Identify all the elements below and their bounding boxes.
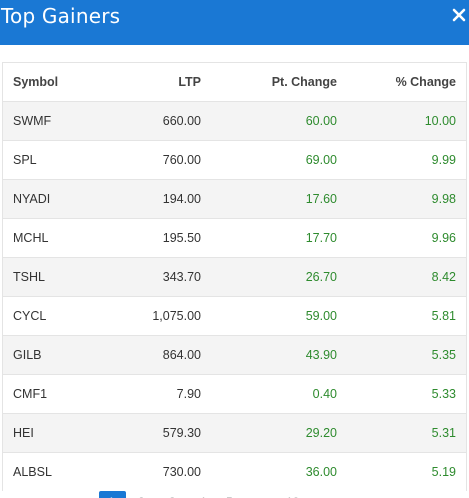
column-header-pct-change[interactable]: % Change bbox=[343, 63, 466, 102]
cell-symbol: SPL bbox=[3, 139, 99, 179]
cell-pt-change: 36.00 bbox=[211, 451, 343, 491]
cell-ltp: 760.00 bbox=[99, 139, 211, 179]
cell-symbol: MCHL bbox=[3, 217, 99, 257]
column-header-pt-change[interactable]: Pt. Change bbox=[211, 63, 343, 102]
modal-header: Top Gainers bbox=[0, 0, 469, 45]
cell-symbol: TSHL bbox=[3, 256, 99, 296]
cell-ltp: 195.50 bbox=[99, 217, 211, 257]
cell-pt-change: 59.00 bbox=[211, 295, 343, 335]
table-row[interactable]: NYADI 194.00 17.60 9.98 bbox=[3, 178, 466, 218]
cell-symbol: ALBSL bbox=[3, 451, 99, 491]
cell-ltp: 660.00 bbox=[99, 100, 211, 140]
column-header-symbol[interactable]: Symbol bbox=[3, 63, 99, 102]
cell-pct-change: 5.31 bbox=[343, 412, 466, 452]
table-row[interactable]: CMF1 7.90 0.40 5.33 bbox=[3, 373, 466, 413]
cell-pt-change: 17.70 bbox=[211, 217, 343, 257]
pagination-page-10[interactable]: 10 bbox=[286, 495, 299, 498]
cell-pt-change: 43.90 bbox=[211, 334, 343, 374]
cell-pct-change: 9.98 bbox=[343, 178, 466, 218]
cell-ltp: 579.30 bbox=[99, 412, 211, 452]
table-header-row: Symbol LTP Pt. Change % Change bbox=[3, 63, 466, 102]
pagination-page-active[interactable] bbox=[99, 491, 126, 498]
cell-symbol: HEI bbox=[3, 412, 99, 452]
cell-pct-change: 5.35 bbox=[343, 334, 466, 374]
cell-symbol: SWMF bbox=[3, 100, 99, 140]
table-row[interactable]: MCHL 195.50 17.70 9.96 bbox=[3, 217, 466, 257]
cell-symbol: CMF1 bbox=[3, 373, 99, 413]
cell-pct-change: 8.42 bbox=[343, 256, 466, 296]
cell-ltp: 7.90 bbox=[99, 373, 211, 413]
cell-symbol: GILB bbox=[3, 334, 99, 374]
cell-pct-change: 5.81 bbox=[343, 295, 466, 335]
column-header-ltp[interactable]: LTP bbox=[99, 63, 211, 102]
modal-title: Top Gainers bbox=[1, 4, 121, 28]
table-row[interactable]: GILB 864.00 43.90 5.35 bbox=[3, 334, 466, 374]
pagination-page-4[interactable]: 4 bbox=[199, 495, 206, 498]
cell-pct-change: 10.00 bbox=[343, 100, 466, 140]
cell-ltp: 343.70 bbox=[99, 256, 211, 296]
table-row[interactable]: HEI 579.30 29.20 5.31 bbox=[3, 412, 466, 452]
cell-pt-change: 26.70 bbox=[211, 256, 343, 296]
cell-pct-change: 9.96 bbox=[343, 217, 466, 257]
close-icon[interactable] bbox=[451, 7, 467, 23]
cell-ltp: 730.00 bbox=[99, 451, 211, 491]
cell-symbol: NYADI bbox=[3, 178, 99, 218]
pagination: 1 2 3 4 5 10 bbox=[0, 489, 469, 498]
table-row[interactable]: TSHL 343.70 26.70 8.42 bbox=[3, 256, 466, 296]
table-row[interactable]: CYCL 1,075.00 59.00 5.81 bbox=[3, 295, 466, 335]
pagination-page-5[interactable]: 5 bbox=[226, 495, 233, 498]
cell-pct-change: 5.33 bbox=[343, 373, 466, 413]
cell-pt-change: 29.20 bbox=[211, 412, 343, 452]
pagination-page-3[interactable]: 3 bbox=[169, 495, 176, 498]
cell-ltp: 864.00 bbox=[99, 334, 211, 374]
cell-pt-change: 69.00 bbox=[211, 139, 343, 179]
pagination-page-2[interactable]: 2 bbox=[138, 495, 145, 498]
cell-symbol: CYCL bbox=[3, 295, 99, 335]
table-row[interactable]: SPL 760.00 69.00 9.99 bbox=[3, 139, 466, 179]
cell-pt-change: 0.40 bbox=[211, 373, 343, 413]
table-row[interactable]: SWMF 660.00 60.00 10.00 bbox=[3, 100, 466, 140]
cell-pct-change: 9.99 bbox=[343, 139, 466, 179]
cell-ltp: 1,075.00 bbox=[99, 295, 211, 335]
cell-pt-change: 60.00 bbox=[211, 100, 343, 140]
table-row[interactable]: ALBSL 730.00 36.00 5.19 bbox=[3, 451, 466, 491]
cell-pct-change: 5.19 bbox=[343, 451, 466, 491]
top-gainers-table: Symbol LTP Pt. Change % Change SWMF 660.0… bbox=[2, 62, 467, 491]
pagination-page-1[interactable]: 1 bbox=[108, 495, 115, 498]
cell-ltp: 194.00 bbox=[99, 178, 211, 218]
cell-pt-change: 17.60 bbox=[211, 178, 343, 218]
